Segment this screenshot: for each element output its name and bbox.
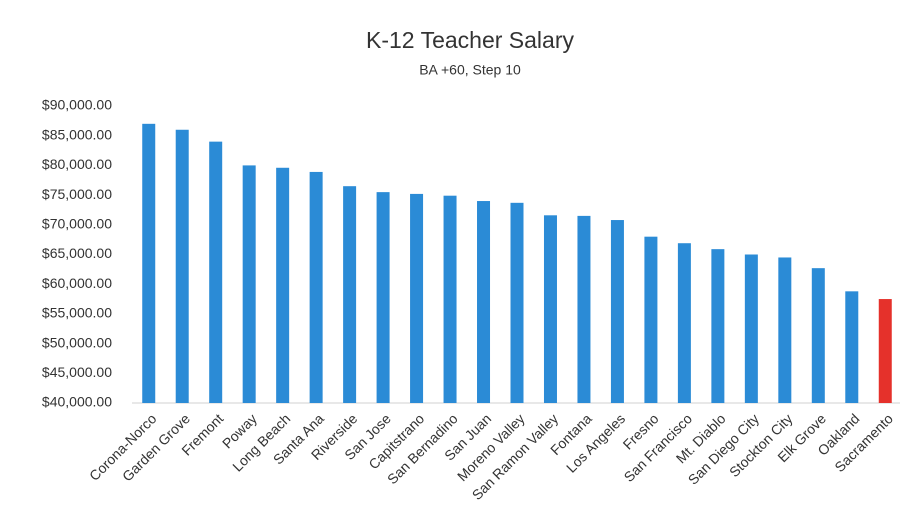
bar <box>309 171 323 403</box>
bar <box>543 215 557 403</box>
bar <box>711 249 725 403</box>
y-tick-label: $50,000.00 <box>42 334 112 350</box>
bar <box>142 123 156 403</box>
bar <box>242 165 256 403</box>
bar <box>376 192 390 403</box>
bar <box>276 167 290 403</box>
bar <box>744 254 758 403</box>
bar <box>443 195 457 403</box>
y-tick-label: $75,000.00 <box>42 186 112 202</box>
bar <box>845 291 859 403</box>
y-tick-label: $65,000.00 <box>42 245 112 261</box>
y-tick-label: $45,000.00 <box>42 364 112 380</box>
bar <box>677 243 691 403</box>
bar <box>343 186 357 403</box>
y-tick-label: $80,000.00 <box>42 156 112 172</box>
chart-title: K-12 Teacher Salary <box>366 27 574 53</box>
bar <box>644 236 658 403</box>
bar <box>209 141 223 403</box>
chart-subtitle: BA +60, Step 10 <box>419 62 521 78</box>
y-tick-label: $60,000.00 <box>42 275 112 291</box>
y-tick-label: $70,000.00 <box>42 216 112 232</box>
bar <box>878 299 892 403</box>
bar <box>410 193 424 403</box>
y-tick-label: $90,000.00 <box>42 97 112 113</box>
bar <box>577 215 591 403</box>
bar <box>175 129 189 403</box>
bar <box>477 201 491 403</box>
bar <box>778 257 792 403</box>
bar <box>610 220 624 403</box>
bar <box>811 268 825 403</box>
y-tick-label: $40,000.00 <box>42 394 112 410</box>
bar <box>510 202 524 403</box>
y-tick-label: $85,000.00 <box>42 126 112 142</box>
y-tick-label: $55,000.00 <box>42 305 112 321</box>
